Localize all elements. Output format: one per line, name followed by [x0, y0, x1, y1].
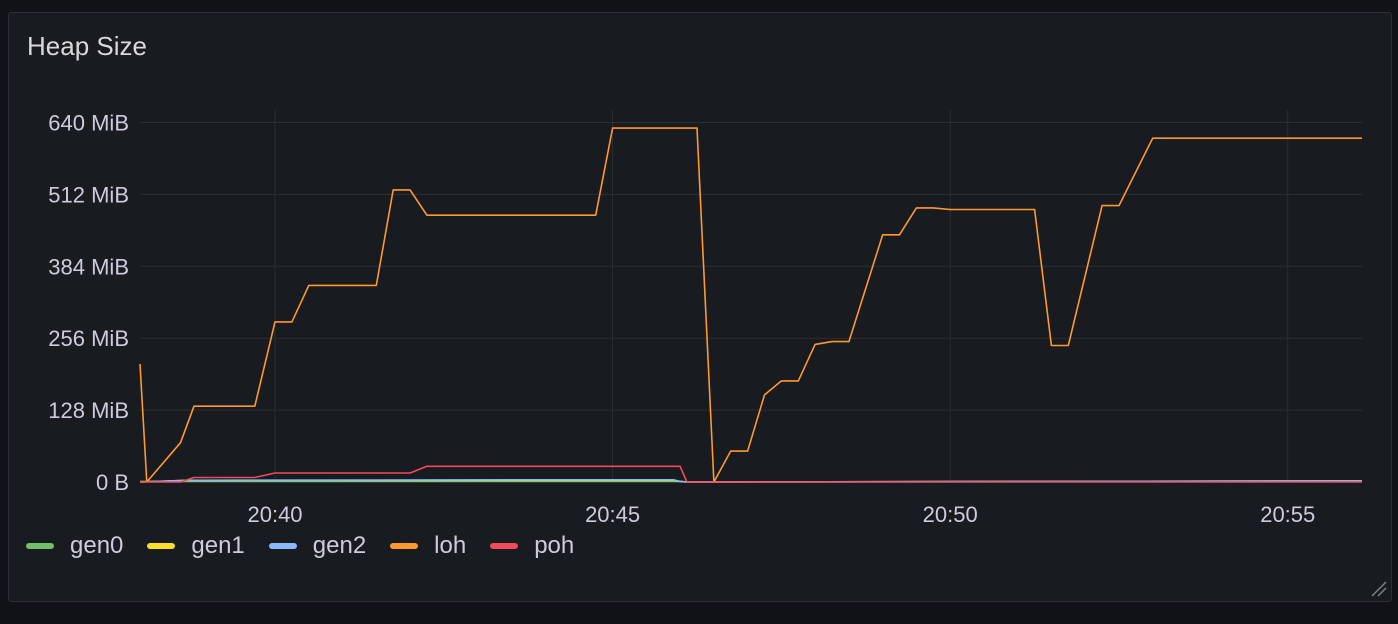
x-tick-label: 20:45: [585, 502, 640, 527]
series-line-loh[interactable]: [139, 127, 1362, 483]
y-tick-label: 256 MiB: [48, 326, 129, 351]
grid: [140, 110, 1362, 483]
legend: gen0 gen1 gen2 loh poh: [26, 532, 598, 560]
legend-label: gen0: [70, 532, 124, 559]
y-tick-label: 384 MiB: [48, 254, 129, 279]
legend-label: poh: [534, 532, 575, 559]
legend-item-gen2[interactable]: gen2: [268, 532, 367, 560]
x-axis: 20:40 20:45 20:50 20:55: [247, 502, 1315, 527]
legend-swatch: [390, 543, 419, 549]
resize-handle-icon[interactable]: [1369, 579, 1387, 597]
x-tick-label: 20:50: [923, 502, 978, 527]
legend-item-poh[interactable]: poh: [490, 532, 574, 560]
legend-item-gen0[interactable]: gen0: [26, 532, 123, 560]
y-tick-label: 128 MiB: [48, 398, 129, 423]
y-tick-label: 0 B: [96, 470, 129, 495]
legend-label: loh: [434, 532, 467, 559]
y-tick-label: 640 MiB: [48, 110, 129, 135]
heap-size-panel: Heap Size: [8, 12, 1392, 602]
legend-item-loh[interactable]: loh: [390, 532, 466, 560]
legend-label: gen1: [191, 532, 245, 559]
legend-swatch: [147, 543, 176, 549]
series-lines: [139, 127, 1363, 483]
y-tick-label: 512 MiB: [48, 182, 129, 207]
x-tick-label: 20:40: [247, 502, 302, 527]
legend-swatch: [268, 543, 297, 549]
x-tick-label: 20:55: [1260, 502, 1315, 527]
legend-label: gen2: [312, 532, 367, 559]
panel-title[interactable]: Heap Size: [27, 31, 147, 61]
legend-item-gen1[interactable]: gen1: [147, 532, 245, 560]
legend-swatch: [26, 543, 54, 549]
legend-swatch: [490, 543, 519, 549]
y-axis: 0 B 128 MiB 256 MiB 384 MiB 512 MiB 640 MiB: [48, 110, 129, 495]
series-line-poh[interactable]: [140, 465, 1362, 483]
